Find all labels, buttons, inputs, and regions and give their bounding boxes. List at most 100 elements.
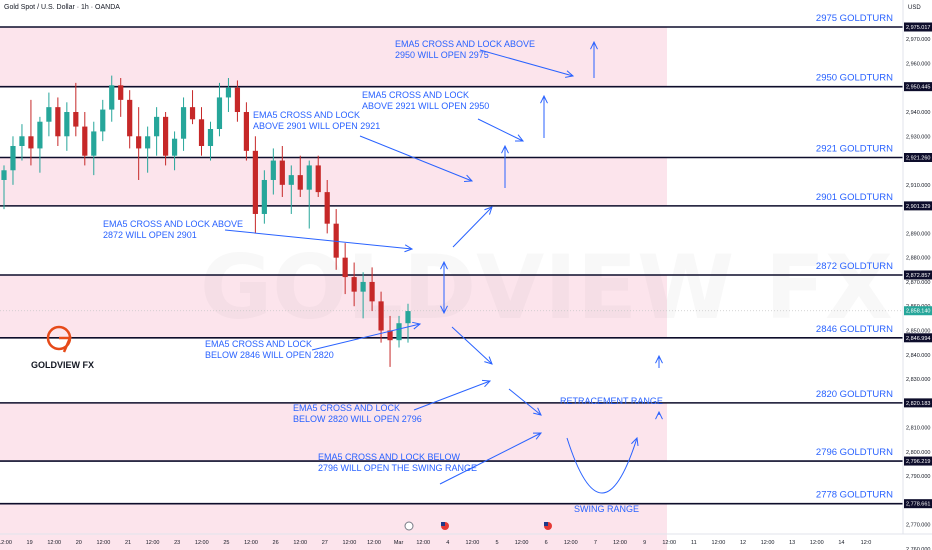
time-tick: 12:00: [761, 540, 775, 546]
price-tick: 2,800.000: [906, 450, 930, 456]
candle-body: [351, 277, 357, 292]
candle: [82, 112, 88, 166]
candle-body: [10, 145, 16, 171]
arrow-shaft: [477, 118, 524, 142]
arrow-head: [631, 436, 639, 446]
candle-body: [118, 85, 124, 100]
candle-body: [64, 112, 70, 137]
candle-body: [37, 121, 43, 149]
price-tag-text: 2,858.140: [906, 309, 930, 315]
time-tick: 12:00: [47, 540, 61, 546]
price-tag-bg: [904, 82, 932, 92]
projection-arrow: [451, 326, 493, 365]
candle-body: [1, 170, 7, 180]
arrow-head: [412, 321, 422, 330]
annotation-swing: SWING RANGE: [574, 504, 639, 514]
arrow-shaft: [224, 229, 413, 250]
price-axis[interactable]: 2,970.000 2,960.000 2,940.000 2,930.000 2,91…: [906, 37, 930, 550]
goldturn-label: 2846 GOLDTURN: [816, 324, 893, 335]
time-tick: 12:00: [466, 540, 480, 546]
arrow-shaft: [439, 432, 542, 485]
projection-arrow: [655, 354, 663, 368]
candle: [270, 148, 276, 195]
candle: [154, 107, 160, 156]
arrow-head: [540, 94, 548, 104]
us-flag-icon: [544, 522, 552, 530]
candle-body: [46, 107, 52, 122]
candle-body: [315, 165, 321, 193]
projection-arrow: [590, 40, 598, 78]
arrow-head: [532, 432, 543, 440]
goldturn-zone: [0, 27, 667, 87]
candle-body: [171, 138, 178, 156]
time-tick: 12:00: [515, 540, 529, 546]
candle-body: [198, 119, 205, 146]
goldturn-label: 2796 GOLDTURN: [816, 447, 893, 458]
candle-body: [225, 87, 232, 98]
arrow-shaft: [311, 323, 421, 351]
annotation-line: EMA5 CROSS AND LOCK: [205, 339, 312, 349]
goldview-g-logo-icon: [46, 325, 72, 353]
candle: [46, 92, 52, 137]
event-markers: [404, 521, 552, 531]
candle: [55, 97, 61, 146]
price-tag-bg: [904, 333, 932, 343]
goldturn-levels: 2975 GOLDTURN 2950 GOLDTURN 2921 GOLDTURN 2…: [0, 13, 903, 550]
time-tick: 6: [545, 540, 548, 546]
time-tick: 12:00: [564, 540, 578, 546]
time-tick: Mar: [394, 540, 404, 546]
price-tag-bg: [904, 456, 932, 466]
candle-body: [297, 175, 303, 190]
arrow-head: [533, 407, 542, 416]
candle: [405, 303, 411, 343]
candle: [136, 107, 142, 180]
arrow-head: [463, 174, 474, 183]
time-tick: 12:00: [810, 540, 824, 546]
candle: [297, 155, 303, 197]
time-tick: 25: [223, 540, 229, 546]
candle-body: [288, 175, 294, 185]
price-tick: 2,790.000: [906, 474, 930, 480]
projection-arrow: [311, 321, 422, 351]
candle-body: [73, 112, 79, 127]
time-tick: 27: [322, 540, 328, 546]
time-axis[interactable]: 12:00 19 12:00 20 12:00 21 12:00 23 12:00 25 12:00…: [0, 540, 871, 546]
price-tick: 2,830.000: [906, 377, 930, 383]
swing-range-arc: [566, 436, 639, 494]
candle-body: [270, 160, 276, 180]
price-tick: 2,880.000: [906, 256, 930, 262]
time-tick: 4: [446, 540, 449, 546]
time-tick: 12:00: [244, 540, 258, 546]
candle: [234, 80, 241, 122]
time-tick: 12:00: [712, 540, 726, 546]
annotation-retr: RETRACEMENT RANGE: [560, 396, 663, 406]
candle: [10, 136, 16, 185]
price-tick: 2,910.000: [906, 183, 930, 189]
candle: [163, 112, 169, 166]
candle: [351, 262, 357, 307]
arrow-head: [514, 134, 525, 142]
price-tag-bg: [904, 499, 932, 509]
event-marker-icon: [404, 521, 414, 531]
candle: [306, 160, 312, 229]
price-tag-text: 2,820.183: [906, 401, 930, 407]
arrow-head: [655, 354, 663, 364]
arrow-shaft: [359, 135, 473, 182]
time-tick: 14: [838, 540, 844, 546]
annotation-line: EMA5 CROSS AND LOCK ABOVE: [395, 39, 535, 49]
arrow-head: [440, 305, 448, 315]
goldturn-label: 2921 GOLDTURN: [816, 144, 893, 155]
candle-body: [369, 281, 375, 302]
candle: [64, 102, 70, 151]
goldturn-label: 2778 GOLDTURN: [816, 490, 893, 501]
candle-body: [127, 99, 133, 137]
time-tick: 12:00: [146, 540, 160, 546]
price-tick: 2,890.000: [906, 231, 930, 237]
candle: [261, 170, 267, 224]
price-tag-text: 2,975.017: [906, 25, 930, 31]
price-tick: 2,960.000: [906, 61, 930, 67]
